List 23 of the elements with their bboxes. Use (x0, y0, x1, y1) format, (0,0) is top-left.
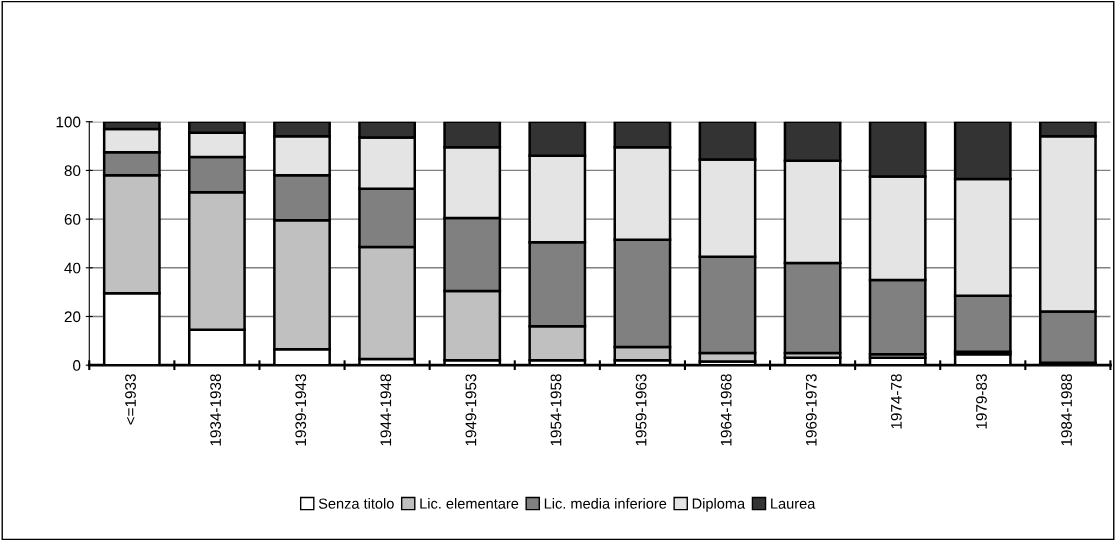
x-tick-label: 1979-83 (976, 374, 987, 429)
y-tick-label: 0 (73, 360, 81, 371)
x-tick-label: 1984-1988 (1061, 374, 1072, 446)
y-tick-label: 40 (64, 262, 81, 274)
x-tick-label: 1934-1938 (210, 374, 222, 446)
y-tick-label: 60 (64, 213, 81, 225)
x-tick-label: 1959-1963 (635, 374, 647, 446)
x-tick-label: 1964-1968 (720, 374, 732, 446)
x-tick-label: <=1933 (125, 374, 136, 425)
y-tick-label: 80 (64, 165, 81, 177)
y-tick-label: 20 (64, 311, 81, 323)
x-tick-label: 1939-1943 (295, 374, 307, 446)
x-tick-label: 1954-1958 (550, 374, 562, 446)
x-tick-label: 1949-1953 (465, 374, 477, 446)
y-tick-label: 100 (56, 116, 81, 128)
legend-label: Diploma (692, 498, 746, 512)
legend-label: Senza titolo (318, 498, 394, 509)
x-tick-label: 1969-1973 (805, 374, 817, 446)
legend-label: Lic. media inferiore (544, 498, 667, 509)
legend-label: Lic. elementare (420, 498, 519, 509)
legend-label: Laurea (771, 498, 816, 509)
x-tick-label: 1974-78 (890, 374, 902, 429)
x-tick-label: 1944-1948 (380, 374, 392, 446)
